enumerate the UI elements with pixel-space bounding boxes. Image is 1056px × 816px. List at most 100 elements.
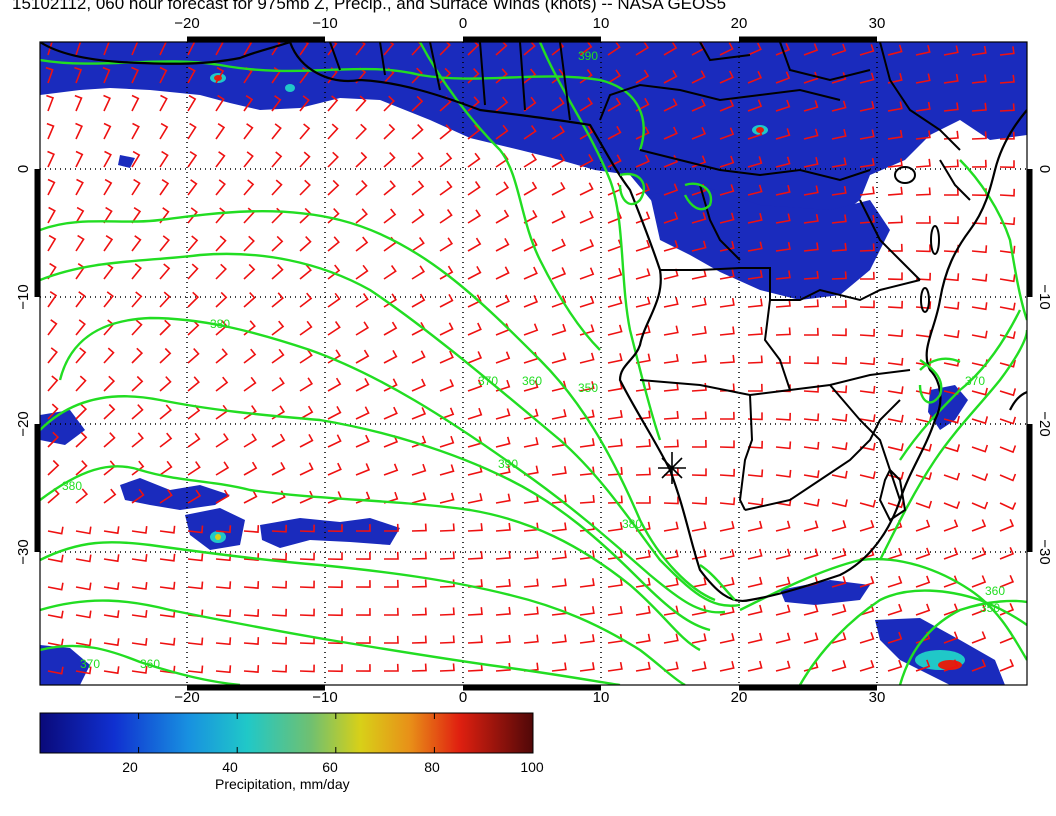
lon-label-top: −20 [174,15,199,32]
wind-barb [747,184,763,196]
wind-barb [495,266,510,280]
precip-west-small [118,155,135,168]
wind-barb [327,123,339,140]
wind-barb [803,185,819,196]
wind-barb [299,552,315,561]
wind-barb [607,42,621,56]
wind-barb [803,299,819,308]
wind-barb [355,378,370,392]
wind-barb [523,125,537,140]
lon-label-bottom: −10 [312,689,337,706]
wind-barb [999,574,1015,588]
wind-barb [131,347,144,364]
wind-barb [271,348,285,364]
wind-barb [215,461,230,476]
wind-barb [271,664,287,673]
wind-barb [215,263,227,280]
wind-barb [411,378,426,392]
wind-barb [747,604,763,616]
wind-barb [131,375,144,392]
wind-barb [663,496,679,505]
wind-barb [411,237,425,252]
wind-barb [327,377,342,392]
wind-barb [131,582,148,590]
wind-barb [271,636,287,645]
wind-barb [971,387,988,396]
wind-barb [719,354,735,364]
wind-barb [859,44,875,56]
colorbar [39,712,534,754]
wind-barb [299,42,310,56]
lat-label-left: −10 [15,284,32,309]
wind-barb [775,185,791,196]
wind-barb [943,519,959,532]
wind-barb [355,349,370,364]
wind-barb [747,497,764,506]
lon-label-top: 0 [459,15,467,32]
contour-label: 390 [498,457,518,471]
wind-barb [215,581,232,590]
wind-barb [75,178,84,196]
wind-barb [439,42,451,56]
wind-barb [215,433,229,448]
wind-barb [215,291,228,308]
wind-barb [859,660,875,672]
wind-barb [747,440,763,449]
wind-barb [75,488,89,504]
wind-barb [187,66,196,84]
wind-barb [831,72,847,84]
wind-barb [943,216,959,225]
wind-barb [551,210,566,224]
wind-barb [635,239,651,252]
contour-label: 370 [478,374,498,388]
wind-barb [271,433,286,448]
wind-barb [971,547,987,560]
wind-barb [775,327,791,336]
wind-barb [747,412,763,421]
wind-barb [439,523,455,532]
wind-barb [803,441,820,450]
wind-barb [971,216,987,225]
wind-barb [383,579,399,588]
wind-barb [215,66,225,84]
wind-barb [411,579,427,588]
colorbar-tick-label: 40 [222,759,238,775]
wind-barb [495,68,508,84]
wind-barb [719,411,735,420]
wind-barb [635,633,651,644]
wind-barb [187,348,200,364]
wind-barb [607,495,623,504]
wind-barb [299,123,311,140]
wind-barb [831,242,847,252]
wind-barb [831,299,847,308]
wind-barb [943,547,959,560]
wind-barb [243,553,260,561]
wind-barb [607,409,623,420]
wind-barb [523,494,539,504]
wind-barb [803,632,819,644]
wind-barb [327,95,339,112]
wind-barb [131,178,141,196]
wind-barb [467,407,483,420]
wind-barb [299,580,315,589]
wind-barb [691,297,707,308]
wind-barb [467,607,483,616]
wind-barb [523,96,537,112]
precip-central-africa [650,185,890,300]
wind-barb [999,188,1015,197]
wind-barb [159,432,173,448]
wind-barb [131,235,142,252]
wind-barb [299,236,312,252]
wind-barb [355,636,371,644]
map-title: 15102112, 060 hour forecast for 975mb Z,… [12,0,727,13]
wind-barb [719,497,736,506]
wind-barb [887,101,903,112]
wind-barb [103,263,114,280]
wind-barb [47,403,59,420]
wind-barb [579,153,594,168]
wind-barb [971,131,987,140]
wind-barb [803,157,819,168]
lat-tick-labels: 0 −10 −20 −30 0 −10 −20 −30 [15,165,1053,565]
wind-barb [327,236,340,252]
wind-barb [719,577,735,588]
